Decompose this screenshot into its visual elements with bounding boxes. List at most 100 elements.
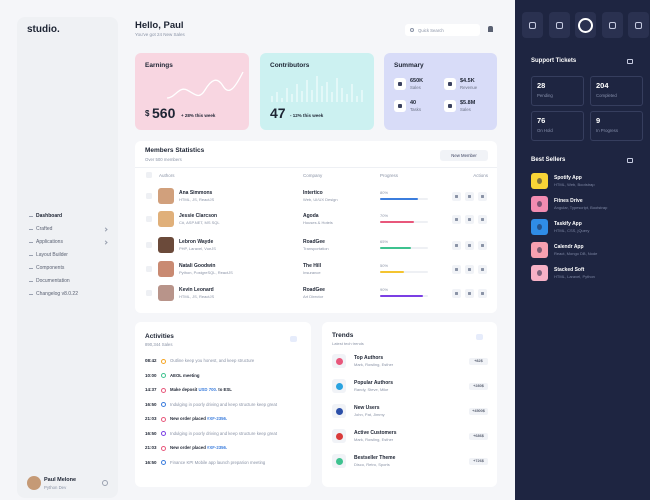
sidebar	[17, 17, 118, 498]
seller-icon-glyph	[537, 178, 542, 184]
trend-badge-text: +82$	[474, 359, 483, 363]
view-icon	[455, 217, 458, 221]
delete-icon	[481, 243, 484, 247]
member-skills: Python, PostgreSQL, ReactJS	[179, 270, 233, 275]
greeting: Hello, Paul	[135, 20, 184, 31]
seller-icon[interactable]	[531, 242, 548, 258]
toolbar-button[interactable]	[628, 12, 649, 38]
sellers-menu[interactable]	[627, 158, 633, 163]
trend-title: Bestseller Theme	[354, 455, 396, 461]
progress-label: 65%	[380, 239, 389, 244]
trend-badge: +726$	[469, 457, 488, 465]
earnings-title: Earnings	[145, 62, 173, 69]
member-skills: C#, ASP.NET, MS SQL	[179, 220, 220, 225]
summary-label: Revenue	[460, 85, 478, 90]
nav-item[interactable]: Dashboard	[36, 213, 63, 219]
member-company: Agoda	[303, 213, 319, 219]
view-button[interactable]	[452, 214, 461, 224]
header-checkbox[interactable]	[146, 172, 152, 178]
trend-icon	[332, 404, 346, 418]
member-name: Ana Simmons	[179, 190, 213, 196]
ticket-label: On Hold	[537, 128, 553, 133]
delete-button[interactable]	[478, 264, 487, 274]
summary-icon-glyph	[448, 82, 452, 86]
delete-button[interactable]	[478, 191, 487, 201]
activity-link[interactable]: #XF-2356.	[207, 445, 228, 450]
member-avatar	[158, 188, 174, 204]
delete-button[interactable]	[478, 214, 487, 224]
view-button[interactable]	[452, 191, 461, 201]
contributors-change: - 12% this week	[290, 113, 324, 118]
member-avatar	[158, 285, 174, 301]
row-checkbox[interactable]	[146, 216, 152, 222]
view-button[interactable]	[452, 288, 461, 298]
edit-icon	[468, 243, 471, 247]
trend-title: Active Customers	[354, 430, 397, 436]
new-member-button[interactable]: New Member	[440, 150, 488, 161]
summary-value: 40	[410, 100, 417, 106]
nav-item[interactable]: Layout Builder	[36, 252, 68, 258]
ticket-tile	[590, 111, 643, 141]
member-company: RoadGee	[303, 239, 325, 245]
nav-item[interactable]: Applications	[36, 239, 63, 245]
delete-button[interactable]	[478, 240, 487, 250]
view-icon	[455, 194, 458, 198]
settings-button[interactable]	[102, 480, 108, 486]
ticket-label: Pending	[537, 93, 553, 98]
toolbar-icon	[529, 22, 536, 29]
edit-button[interactable]	[465, 240, 474, 250]
progress-bar	[380, 247, 412, 249]
search-box[interactable]: Quick Search	[405, 24, 480, 36]
nav-item[interactable]: Changelog v8.0.22	[36, 291, 78, 297]
toolbar-button[interactable]	[522, 12, 543, 38]
contributors-count: 47	[270, 105, 286, 121]
activities-menu[interactable]	[290, 336, 297, 342]
seller-tags: HTML, Laravel, Python	[554, 274, 595, 279]
edit-icon	[468, 291, 471, 295]
activity-time: 08:42	[145, 358, 157, 363]
summary-value: $5.8M	[460, 100, 476, 106]
trends-menu[interactable]	[476, 334, 483, 340]
activity-link[interactable]: USD 700.	[198, 387, 218, 392]
tickets-menu[interactable]	[627, 59, 633, 64]
seller-icon[interactable]	[531, 196, 548, 212]
nav-item[interactable]: Components	[36, 265, 65, 271]
nav-dash	[29, 255, 33, 256]
seller-icon[interactable]	[531, 265, 548, 281]
edit-button[interactable]	[465, 191, 474, 201]
member-name: Kevin Leonard	[179, 287, 214, 293]
view-button[interactable]	[452, 264, 461, 274]
row-checkbox[interactable]	[146, 290, 152, 296]
member-avatar	[158, 237, 174, 253]
summary-title: Summary	[394, 62, 424, 69]
activity-link[interactable]: #XF-2356.	[207, 416, 228, 421]
toolbar-icon	[635, 22, 642, 29]
nav-dash	[29, 294, 33, 295]
seller-icon[interactable]	[531, 219, 548, 235]
trend-icon	[332, 429, 346, 443]
seller-icon[interactable]	[531, 173, 548, 189]
edit-button[interactable]	[465, 288, 474, 298]
toolbar-button[interactable]	[548, 12, 570, 38]
nav-item[interactable]: Crafted	[36, 226, 53, 232]
activity-text: New order placed #XF-2356.	[170, 416, 227, 421]
ticket-tile	[531, 76, 584, 106]
edit-button[interactable]	[465, 264, 474, 274]
row-checkbox[interactable]	[146, 266, 152, 272]
row-checkbox[interactable]	[146, 242, 152, 248]
member-name: Jessie Clarcson	[179, 213, 218, 219]
toolbar-button[interactable]	[601, 12, 623, 38]
trend-icon-glyph	[335, 407, 343, 415]
progress-track	[380, 271, 428, 273]
activity-time: 16:50	[145, 459, 157, 465]
seller-title: Stacked Soft	[554, 267, 585, 273]
contributors-bars	[271, 76, 363, 102]
toolbar-button[interactable]	[575, 12, 596, 38]
edit-button[interactable]	[465, 214, 474, 224]
delete-button[interactable]	[478, 288, 487, 298]
members-panel	[135, 141, 497, 313]
view-button[interactable]	[452, 240, 461, 250]
notification-button[interactable]	[488, 26, 493, 32]
row-checkbox[interactable]	[146, 193, 152, 199]
nav-item[interactable]: Documentation	[36, 278, 70, 284]
